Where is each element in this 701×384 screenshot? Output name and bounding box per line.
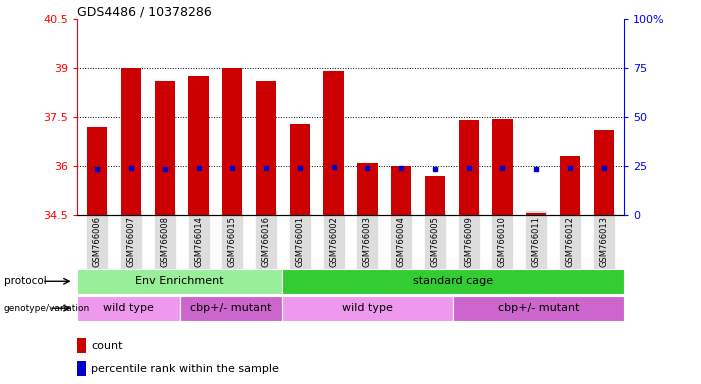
Text: cbp+/- mutant: cbp+/- mutant bbox=[190, 303, 272, 313]
Bar bbox=[425, 176, 445, 215]
Text: standard cage: standard cage bbox=[413, 276, 493, 286]
Text: wild type: wild type bbox=[103, 303, 154, 313]
Text: Env Enrichment: Env Enrichment bbox=[135, 276, 224, 286]
Bar bbox=[222, 68, 243, 215]
Text: protocol: protocol bbox=[4, 276, 46, 286]
Bar bbox=[560, 156, 580, 215]
Bar bbox=[77, 361, 86, 376]
Text: genotype/variation: genotype/variation bbox=[4, 304, 90, 313]
Bar bbox=[391, 166, 411, 215]
FancyBboxPatch shape bbox=[77, 269, 282, 294]
Text: wild type: wild type bbox=[342, 303, 393, 313]
Text: cbp+/- mutant: cbp+/- mutant bbox=[498, 303, 579, 313]
Bar bbox=[492, 119, 512, 215]
Bar bbox=[323, 71, 343, 215]
Bar bbox=[358, 163, 378, 215]
Text: count: count bbox=[91, 341, 123, 351]
Bar bbox=[526, 214, 546, 215]
Text: GDS4486 / 10378286: GDS4486 / 10378286 bbox=[77, 5, 212, 18]
FancyBboxPatch shape bbox=[282, 269, 624, 294]
Bar bbox=[256, 81, 276, 215]
Bar bbox=[155, 81, 175, 215]
FancyBboxPatch shape bbox=[77, 296, 179, 321]
Bar bbox=[594, 130, 614, 215]
Bar bbox=[290, 124, 310, 215]
Bar bbox=[189, 76, 209, 215]
Bar bbox=[458, 121, 479, 215]
FancyBboxPatch shape bbox=[282, 296, 453, 321]
FancyBboxPatch shape bbox=[453, 296, 624, 321]
Bar bbox=[121, 68, 141, 215]
Bar bbox=[77, 338, 86, 353]
Bar bbox=[87, 127, 107, 215]
FancyBboxPatch shape bbox=[179, 296, 282, 321]
Text: percentile rank within the sample: percentile rank within the sample bbox=[91, 364, 279, 374]
